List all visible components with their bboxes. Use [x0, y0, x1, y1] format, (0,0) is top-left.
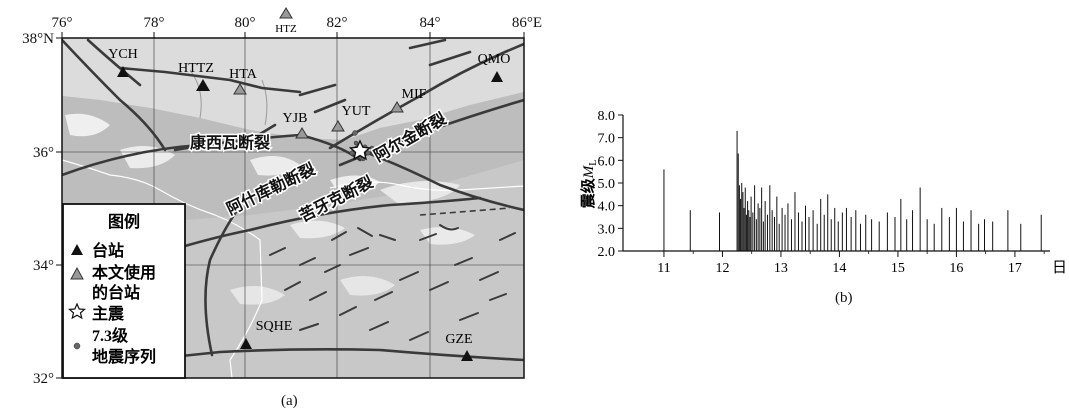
chart-caption: (b) [835, 290, 853, 306]
station-triangle-qmo [491, 71, 503, 82]
station-triangle-hta [233, 83, 247, 95]
station-label-sqhe: SQHE [256, 319, 293, 334]
station-label-yjb: YJB [283, 111, 308, 126]
minor-faults [269, 224, 516, 341]
lat-label-34: 34° [33, 258, 54, 274]
x-tick-label: 12 [715, 261, 729, 276]
lon-label-82: 82° [327, 15, 348, 31]
lon-label-78: 78° [144, 15, 165, 31]
lat-label-38: 38°N [22, 31, 54, 47]
x-tick-label: 16 [949, 261, 963, 276]
station-triangle-yjb [295, 127, 309, 139]
legend-station-label: 台站 [92, 241, 124, 260]
chart-x-axis: 11 12 13 14 15 16 17 [623, 250, 1050, 276]
lat-labels: 38°N 36° 34° 32° [22, 31, 54, 387]
lon-labels: 76° 78° 80° 82° 84° 86°E [52, 15, 543, 31]
lon-label-80: 80° [235, 15, 256, 31]
station-label-mif: MIF [402, 87, 427, 102]
station-triangle-gze [461, 350, 473, 361]
dashed-fault [419, 207, 511, 216]
station-triangle-mif [390, 101, 404, 113]
map-figure: 76° 78° 80° 82° 84° 86°E 38°N 36° 34° 32… [22, 7, 543, 387]
x-tick-label: 14 [832, 261, 846, 276]
lat-label-36: 36° [33, 145, 54, 161]
y-tick-label: 8.0 [598, 109, 616, 124]
legend-mainshock-icon [68, 302, 86, 320]
station-label-gze: GZE [445, 332, 472, 347]
station-label-yut: YUT [342, 104, 371, 119]
station-triangle-htz [279, 7, 293, 19]
station-label-ych: YCH [108, 47, 138, 62]
y-tick-label: 3.0 [598, 222, 616, 237]
station-triangle-sqhe [240, 338, 252, 349]
map-caption: (a) [281, 393, 298, 409]
station-triangle-httz [196, 79, 210, 91]
legend-station-icon [71, 244, 83, 255]
chart-ylabel: 震级ML [579, 160, 599, 209]
lon-label-84: 84° [420, 15, 441, 31]
legend-sequence-icon [73, 342, 81, 350]
station-label-htz: HTZ [275, 23, 297, 35]
legend-used-station-label-1: 本文使用 [92, 263, 156, 282]
legend-mainshock-label: 主震 [92, 304, 125, 323]
station-triangle-ych [117, 66, 129, 77]
legend-sequence-label-2: 地震序列 [92, 347, 156, 366]
x-tick-label: 15 [891, 261, 905, 276]
magnitude-time-chart: 震级ML 2.03.04.05.06.07.08.0 11 12 13 14 15 16 1… [579, 109, 1065, 276]
chart-xlabel: 日 [1052, 260, 1065, 276]
station-label-httz: HTTZ [178, 61, 214, 76]
y-tick-label: 2.0 [598, 245, 616, 260]
mainshock-star [348, 139, 372, 161]
legend-used-station-icon [70, 266, 84, 280]
station-label-hta: HTA [229, 67, 258, 82]
fault-label-kangxiwa: 康西瓦断裂 [190, 133, 270, 152]
station-label-qmo: QMO [478, 52, 511, 67]
lat-label-32: 32° [33, 371, 54, 387]
x-tick-label: 13 [774, 261, 788, 276]
lon-label-86: 86°E [512, 15, 542, 31]
legend-title: 图例 [108, 212, 140, 231]
lon-label-76: 76° [52, 15, 73, 31]
station-triangle-yut [331, 120, 345, 132]
map-ticks [56, 32, 525, 379]
map-legend: 图例 台站 本文使用 的台站 主震 7.3级 地震序列 [62, 203, 186, 379]
chart-bars [663, 130, 1042, 251]
x-tick-label: 11 [657, 261, 670, 276]
y-tick-label: 5.0 [598, 177, 616, 192]
stations: YCH HTTZ HTA HTZ QMO MIF YUT YJB SQHE GZ… [108, 7, 511, 361]
y-tick-label: 6.0 [598, 154, 616, 169]
x-tick-label: 17 [1008, 261, 1022, 276]
map-frame [61, 37, 525, 379]
legend-used-station-label-2: 的台站 [92, 283, 140, 302]
y-tick-label: 4.0 [598, 200, 616, 215]
y-tick-label: 7.0 [598, 132, 616, 147]
legend-sequence-label-1: 7.3级 [92, 326, 129, 345]
chart-y-axis: 2.0 3.0 4.0 5.0 6.0 7.0 8.0 [598, 109, 624, 260]
